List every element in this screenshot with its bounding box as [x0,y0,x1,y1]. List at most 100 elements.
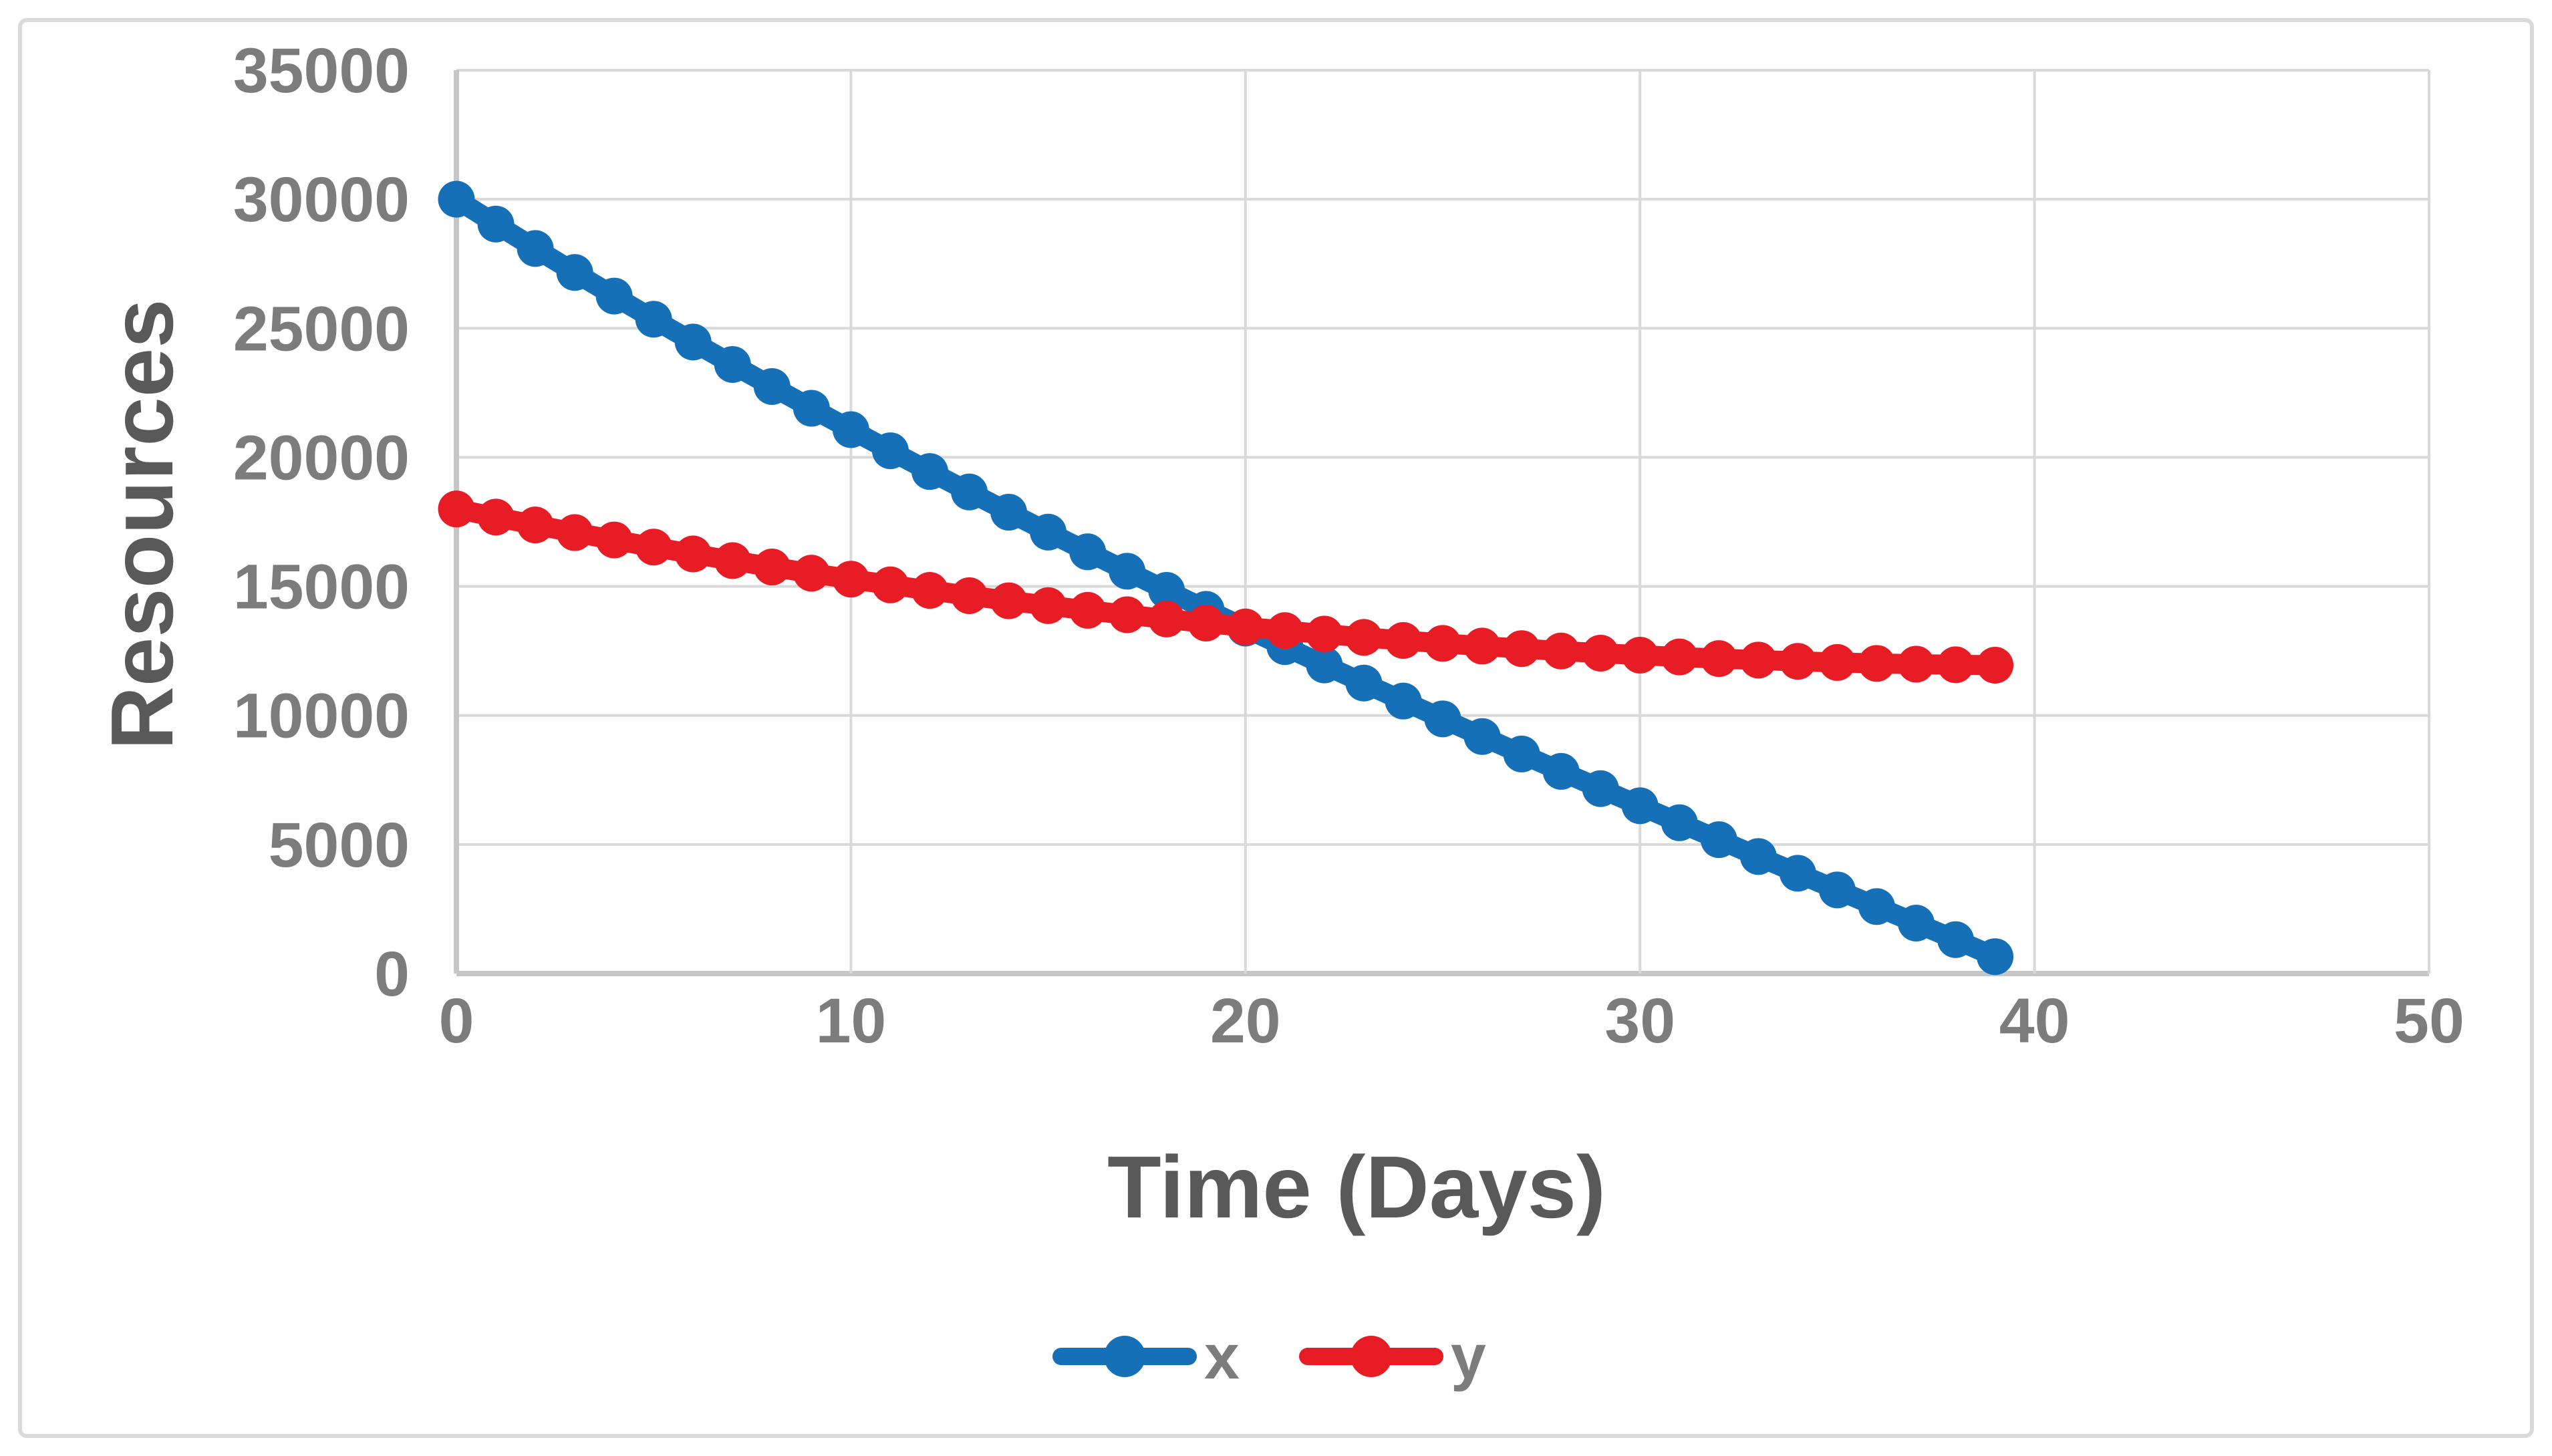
y-tick-label: 35000 [233,35,410,106]
data-point-y [1621,636,1659,674]
data-point-y [635,529,672,566]
data-point-y [990,582,1028,619]
x-axis-title: Time (Days) [1107,1138,1606,1236]
data-point-y [1542,632,1580,670]
data-point-x [1818,871,1856,909]
data-point-x [1739,838,1777,875]
data-point-y [517,506,554,544]
data-point-y [1030,587,1067,624]
x-tick-label: 30 [1604,986,1675,1056]
data-point-y [911,572,948,609]
data-point-x [595,277,633,315]
data-point-y [714,542,751,579]
data-point-y [1306,615,1343,653]
data-point-x [1779,855,1816,892]
tick-labels: 0 5000 10000 15000 20000 25000 30000 35000 0 10 20… [233,35,2464,1056]
data-point-x [1621,787,1659,825]
data-point-y [674,535,712,573]
legend-item-y[interactable]: y [1299,1322,1486,1393]
data-point-x [1463,718,1501,755]
y-tick-label: 20000 [233,422,410,493]
data-point-x [1306,646,1343,684]
data-point-y [1739,641,1777,679]
data-point-y [477,498,515,536]
data-point-y [1858,645,1895,682]
data-point-x [674,323,712,361]
data-point-y [793,555,830,592]
plot-series [438,180,2014,976]
data-point-y [1069,591,1107,629]
data-point-x [793,390,830,427]
legend-label: y [1451,1322,1486,1393]
data-point-y [1503,630,1540,668]
legend-item-x[interactable]: x [1052,1322,1240,1393]
data-point-x [911,453,948,490]
data-point-y [1227,608,1264,645]
series-y [438,490,2014,684]
data-point-y [1345,619,1383,656]
data-point-y [1148,600,1185,637]
data-point-y [951,577,988,614]
chart-frame [18,18,2534,1438]
data-point-x [477,205,515,243]
y-tick-label: 10000 [233,681,410,752]
data-point-x [635,301,672,338]
data-point-y [1818,643,1856,681]
data-point-y [1187,604,1225,641]
data-point-x [556,254,593,291]
data-point-y [1424,625,1461,662]
x-tick-label: 50 [2394,986,2464,1056]
data-point-x [1661,804,1698,841]
x-tick-label: 40 [1999,986,2070,1056]
data-point-x [1148,572,1185,609]
data-point-y [753,549,791,586]
data-point-y [1109,596,1146,633]
data-point-x [1109,553,1146,590]
data-point-y [438,490,475,528]
data-point-y [1937,646,1975,684]
data-point-y [871,566,909,603]
data-point-x [951,473,988,511]
data-point-x [871,432,909,470]
data-point-y [1661,638,1698,676]
legend-dot-marker [1351,1336,1392,1377]
data-point-y [1582,634,1619,672]
data-point-y [1700,640,1737,678]
data-point-x [1937,921,1975,958]
data-point-y [1977,647,2014,684]
data-point-x [1977,938,2014,976]
x-tick-label: 0 [439,986,474,1056]
data-point-y [1385,621,1422,659]
data-point-y [1897,645,1935,683]
data-point-x [1424,700,1461,738]
data-point-x [1345,664,1383,702]
y-tick-label: 0 [374,939,410,1010]
y-tick-label: 25000 [233,293,410,364]
y-axis-title: Resources [93,299,191,750]
data-point-x [1542,752,1580,790]
data-point-y [595,521,633,559]
data-point-x [1582,770,1619,807]
data-point-y [832,561,869,598]
data-point-x [832,411,869,448]
data-point-x [714,345,751,383]
data-point-x [517,230,554,267]
data-point-y [1779,643,1816,680]
data-point-x [1897,905,1935,942]
data-point-y [1266,612,1304,649]
data-point-x [990,494,1028,531]
data-point-x [1700,821,1737,859]
legend-label: x [1204,1322,1240,1393]
y-tick-label: 30000 [233,164,410,235]
data-point-x [1858,888,1895,925]
data-point-x [1030,513,1067,551]
data-point-x [1503,735,1540,772]
series-line-y [446,498,2005,676]
x-tick-label: 20 [1210,986,1281,1056]
data-point-x [753,368,791,405]
y-tick-label: 15000 [233,552,410,623]
data-point-y [556,514,593,551]
